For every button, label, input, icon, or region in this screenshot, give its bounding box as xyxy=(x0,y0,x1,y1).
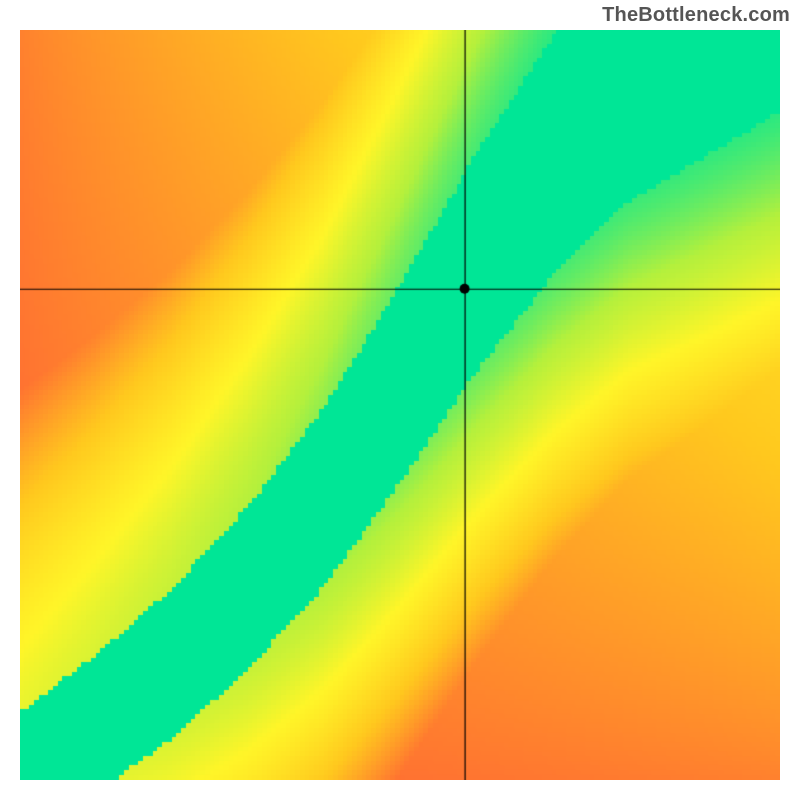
watermark-text: TheBottleneck.com xyxy=(602,4,790,27)
plot-area xyxy=(20,30,780,780)
heatmap-canvas xyxy=(20,30,780,780)
chart-container: TheBottleneck.com xyxy=(0,0,800,800)
